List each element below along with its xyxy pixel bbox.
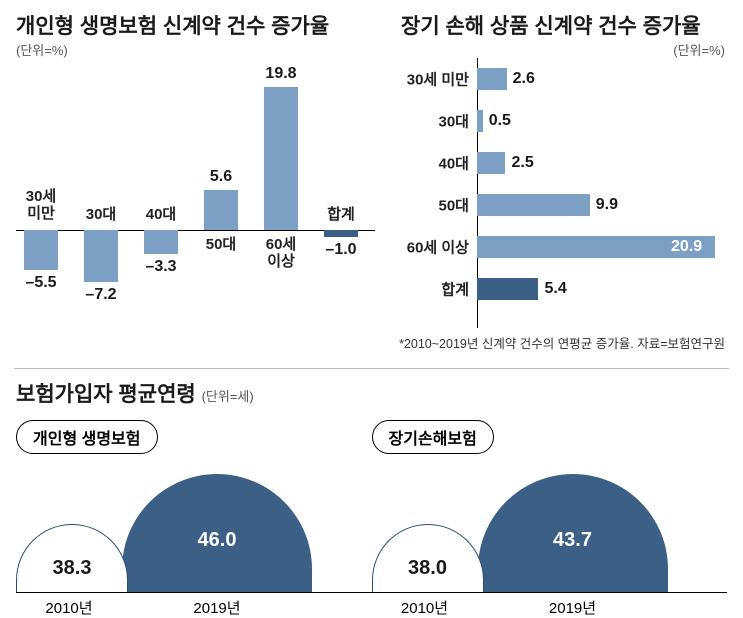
category-label: 합계: [316, 206, 366, 223]
bar: [477, 68, 507, 90]
bar-column: 60세이상 19.8: [256, 60, 306, 340]
value-label: 5.6: [196, 168, 246, 186]
category-label: 60세 이상: [397, 237, 469, 258]
category-label: 30대: [397, 111, 469, 132]
group-pill-label: 개인형 생명보험: [16, 420, 158, 454]
year-row: 2010년2019년: [16, 592, 372, 618]
category-label: 30대: [76, 206, 126, 223]
bar: [24, 230, 58, 270]
bar: [477, 152, 505, 174]
bar: [324, 230, 358, 237]
year-label: 2010년: [372, 593, 478, 618]
bar-column: 30대 –7.2: [76, 60, 126, 340]
bar-row: 합계 5.4: [397, 272, 725, 306]
value-label: 2.5: [505, 154, 533, 172]
value-label: 2.6: [507, 70, 535, 88]
bar: [144, 230, 178, 254]
year-label: 2019년: [478, 593, 668, 618]
bar: [204, 190, 238, 230]
value-label: –7.2: [76, 286, 126, 304]
hump-value: 43.7: [478, 529, 668, 552]
bar: [477, 194, 590, 216]
section-divider: [14, 368, 729, 369]
value-label: 9.9: [590, 196, 618, 214]
hump-group: 개인형 생명보험38.346.02010년2019년: [16, 420, 372, 596]
bar-column: 50대 5.6: [196, 60, 246, 340]
left-bar-chart: 30세미만 –5.5 30대 –7.2 40대 –3.3 50대 5.6 60세이상 19.8 합계…: [16, 60, 375, 340]
category-label: 30세 미만: [397, 69, 469, 90]
year-label: 2010년: [16, 593, 122, 618]
hump-row: 38.3 46.0: [16, 462, 372, 592]
bottom-unit: (단위=세): [202, 389, 254, 404]
bottom-title-text: 보험가입자 평균연령: [16, 383, 196, 406]
value-label: 20.9: [665, 238, 702, 256]
value-label: 5.4: [538, 280, 566, 298]
bar-row: 50대 9.9: [397, 188, 725, 222]
right-chart-title: 장기 손해 상품 신계약 건수 증가율: [385, 0, 743, 40]
hump-2019: 46.0: [122, 474, 312, 592]
category-label: 50대: [397, 195, 469, 216]
left-chart-panel: 개인형 생명보험 신계약 건수 증가율 (단위=%) 30세미만 –5.5 30대 –…: [0, 0, 385, 360]
bottom-title: 보험가입자 평균연령 (단위=세): [0, 378, 743, 408]
hump-value: 46.0: [122, 529, 312, 552]
right-chart-panel: 장기 손해 상품 신계약 건수 증가율 (단위=%) 30세 미만 2.6 30대 0…: [385, 0, 743, 360]
chart-footnote: *2010~2019년 신계약 건수의 연평균 증가율. 자료=보험연구원: [399, 333, 725, 352]
bar: [477, 278, 538, 300]
year-label: 2019년: [122, 593, 312, 618]
bar-row: 40대 2.5: [397, 146, 725, 180]
value-label: 19.8: [256, 65, 306, 83]
hump-value: 38.3: [17, 557, 127, 580]
bar: [84, 230, 118, 282]
bar: [264, 87, 298, 230]
value-label: –1.0: [316, 241, 366, 259]
value-label: –3.3: [136, 258, 186, 276]
category-label: 60세이상: [256, 236, 306, 271]
year-row: 2010년2019년: [372, 592, 728, 618]
hump-value: 38.0: [373, 557, 483, 580]
value-label: –5.5: [16, 274, 66, 292]
bar-row: 30대 0.5: [397, 104, 725, 138]
bar-column: 40대 –3.3: [136, 60, 186, 340]
category-label: 40대: [397, 153, 469, 174]
bottom-section: 보험가입자 평균연령 (단위=세) 개인형 생명보험38.346.02010년2…: [0, 378, 743, 604]
bar-row: 30세 미만 2.6: [397, 62, 725, 96]
hump-2019: 43.7: [478, 474, 668, 592]
bar-row: 60세 이상 20.9: [397, 230, 725, 264]
category-label: 40대: [136, 206, 186, 223]
hump-2010: 38.0: [372, 524, 484, 592]
bar-column: 합계 –1.0: [316, 60, 366, 340]
hump-group: 장기손해보험38.043.72010년2019년: [372, 420, 728, 596]
group-pill-label: 장기손해보험: [372, 420, 494, 454]
hump-2010: 38.3: [16, 524, 128, 592]
category-label: 30세미만: [16, 188, 66, 223]
value-label: 0.5: [483, 112, 511, 130]
left-chart-unit: (단위=%): [0, 40, 385, 59]
bar-column: 30세미만 –5.5: [16, 60, 66, 340]
left-chart-title: 개인형 생명보험 신계약 건수 증가율: [0, 0, 385, 40]
hump-row: 38.0 43.7: [372, 462, 728, 592]
right-bar-chart: 30세 미만 2.6 30대 0.5 40대 2.5 50대 9.9 60세 이상 20.9 합계 5…: [397, 62, 725, 324]
category-label: 합계: [397, 279, 469, 300]
category-label: 50대: [196, 236, 246, 253]
right-chart-unit: (단위=%): [385, 40, 743, 59]
